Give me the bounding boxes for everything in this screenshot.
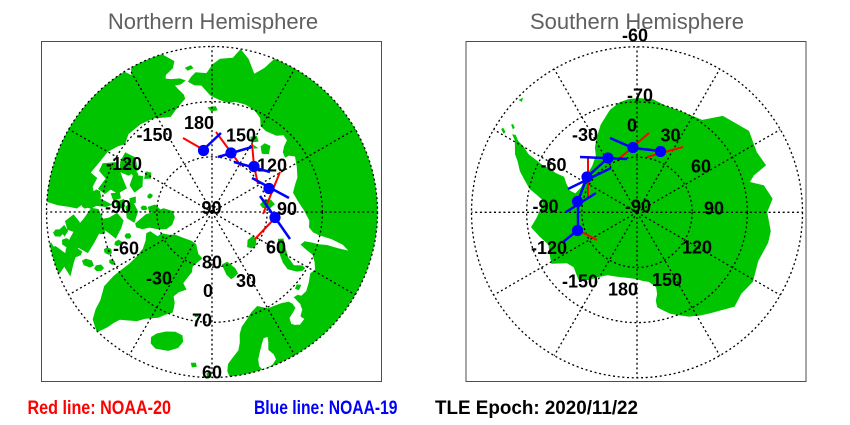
svg-text:-150: -150 bbox=[562, 272, 598, 292]
svg-text:Northern Hemisphere: Northern Hemisphere bbox=[108, 9, 318, 34]
svg-text:150: 150 bbox=[226, 126, 256, 146]
svg-text:180: 180 bbox=[184, 113, 214, 133]
svg-text:-90: -90 bbox=[532, 197, 558, 217]
svg-text:-120: -120 bbox=[106, 154, 142, 174]
svg-text:-150: -150 bbox=[136, 125, 172, 145]
svg-text:90: 90 bbox=[704, 199, 724, 219]
svg-text:Blue line: NOAA-19: Blue line: NOAA-19 bbox=[254, 398, 398, 419]
svg-text:-60: -60 bbox=[540, 155, 566, 175]
svg-text:0: 0 bbox=[203, 281, 213, 301]
svg-text:60: 60 bbox=[691, 157, 711, 177]
svg-text:60: 60 bbox=[202, 363, 222, 383]
svg-text:-60: -60 bbox=[113, 239, 139, 259]
svg-text:Red line: NOAA-20: Red line: NOAA-20 bbox=[28, 398, 172, 419]
svg-text:-30: -30 bbox=[146, 269, 172, 289]
svg-text:60: 60 bbox=[266, 238, 286, 258]
svg-text:-60: -60 bbox=[622, 26, 648, 46]
svg-text:30: 30 bbox=[660, 126, 680, 146]
svg-text:180: 180 bbox=[608, 280, 638, 300]
svg-text:TLE Epoch: 2020/11/22: TLE Epoch: 2020/11/22 bbox=[435, 398, 638, 419]
svg-text:150: 150 bbox=[652, 270, 682, 290]
svg-text:-70: -70 bbox=[627, 86, 653, 106]
svg-text:90: 90 bbox=[277, 199, 297, 219]
svg-text:90: 90 bbox=[201, 198, 221, 218]
svg-text:30: 30 bbox=[236, 271, 256, 291]
svg-text:Southern Hemisphere: Southern Hemisphere bbox=[530, 9, 744, 34]
svg-text:-30: -30 bbox=[572, 125, 598, 145]
svg-text:-90: -90 bbox=[625, 197, 651, 217]
svg-text:70: 70 bbox=[192, 311, 212, 331]
svg-text:0: 0 bbox=[627, 116, 637, 136]
svg-text:80: 80 bbox=[202, 253, 222, 273]
svg-text:-90: -90 bbox=[105, 197, 131, 217]
svg-text:-120: -120 bbox=[531, 238, 567, 258]
svg-text:120: 120 bbox=[257, 156, 287, 176]
svg-text:120: 120 bbox=[682, 238, 712, 258]
